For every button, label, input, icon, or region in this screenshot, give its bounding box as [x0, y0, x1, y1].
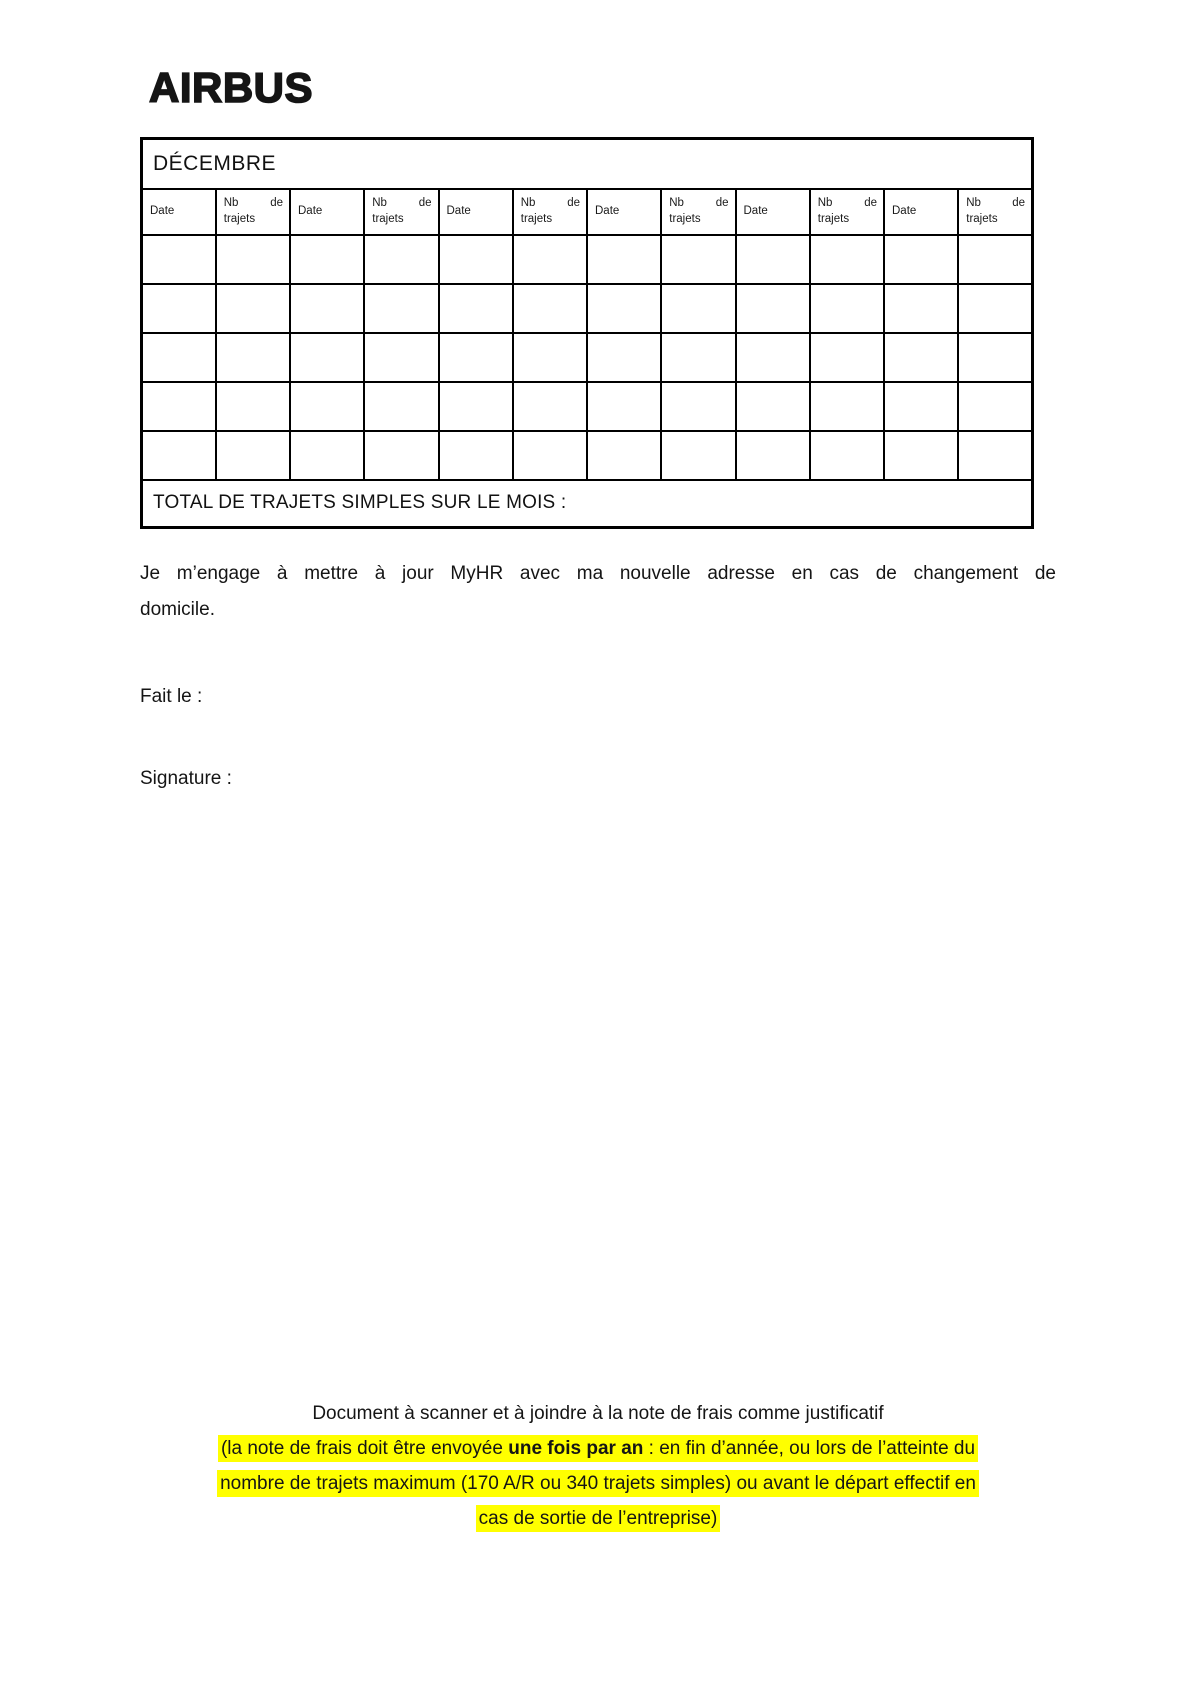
- december-trips-table: DÉCEMBRE Date Nb de trajets Date Nb de t…: [140, 137, 1034, 529]
- table-row: [140, 380, 1034, 432]
- empty-cell: [140, 282, 217, 334]
- highlight-line-1-prefix: (la note de frais doit être envoyée: [220, 1438, 509, 1459]
- table-row: DÉCEMBRE: [140, 137, 1034, 190]
- empty-cell: [363, 429, 440, 481]
- empty-cell: [437, 380, 514, 432]
- engagement-paragraph: Je m’engage à mettre à jour MyHR avec ma…: [140, 556, 1056, 628]
- empty-cell: [511, 380, 589, 432]
- empty-cell: [511, 331, 589, 383]
- empty-cell: [214, 380, 292, 432]
- col-header-date: Date: [882, 187, 960, 236]
- empty-cell: [363, 282, 440, 334]
- empty-cell: [660, 429, 737, 481]
- empty-cell: [882, 429, 960, 481]
- empty-cell: [957, 380, 1034, 432]
- highlight-line-2: nombre de trajets maximum (170 A/R ou 34…: [140, 1466, 1056, 1501]
- empty-cell: [437, 233, 514, 285]
- table-header-row: Date Nb de trajets Date Nb de trajets Da…: [140, 187, 1034, 236]
- highlight-line-1-bold: une fois par an: [508, 1438, 644, 1459]
- empty-cell: [288, 331, 366, 383]
- empty-cell: [288, 233, 366, 285]
- empty-cell: [585, 380, 663, 432]
- empty-cell: [734, 429, 811, 481]
- col-header-date: Date: [734, 187, 811, 236]
- empty-cell: [882, 282, 960, 334]
- empty-cell: [288, 380, 366, 432]
- empty-cell: [585, 331, 663, 383]
- empty-cell: [660, 331, 737, 383]
- empty-cell: [808, 282, 886, 334]
- empty-cell: [511, 429, 589, 481]
- table-total-row: TOTAL DE TRAJETS SIMPLES SUR LE MOIS :: [140, 478, 1034, 529]
- empty-cell: [437, 282, 514, 334]
- col-header-nb-trajets: Nb de trajets: [808, 187, 886, 236]
- empty-cell: [511, 233, 589, 285]
- fait-le-label: Fait le :: [140, 686, 203, 707]
- empty-cell: [363, 380, 440, 432]
- empty-cell: [808, 331, 886, 383]
- empty-cell: [882, 380, 960, 432]
- empty-cell: [808, 429, 886, 481]
- empty-cell: [363, 233, 440, 285]
- empty-cell: [734, 380, 811, 432]
- col-header-date: Date: [288, 187, 366, 236]
- empty-cell: [734, 282, 811, 334]
- empty-cell: [363, 331, 440, 383]
- col-header-date: Date: [140, 187, 217, 236]
- empty-cell: [214, 331, 292, 383]
- total-label: TOTAL DE TRAJETS SIMPLES SUR LE MOIS :: [140, 478, 1034, 529]
- highlight-line-1: (la note de frais doit être envoyée une …: [140, 1431, 1056, 1466]
- col-header-nb-trajets: Nb de trajets: [363, 187, 440, 236]
- signature-label: Signature :: [140, 768, 232, 789]
- empty-cell: [585, 429, 663, 481]
- empty-cell: [734, 331, 811, 383]
- col-header-nb-trajets: Nb de trajets: [660, 187, 737, 236]
- col-header-nb-trajets: Nb de trajets: [511, 187, 589, 236]
- highlight-line-1-suffix: : en fin d’année, ou lors de l’atteinte …: [643, 1438, 976, 1459]
- footer-note: Document à scanner et à joindre à la not…: [140, 1396, 1056, 1536]
- empty-cell: [140, 233, 217, 285]
- empty-cell: [882, 331, 960, 383]
- empty-cell: [957, 233, 1034, 285]
- empty-cell: [585, 282, 663, 334]
- empty-cell: [734, 233, 811, 285]
- scan-note: Document à scanner et à joindre à la not…: [312, 1403, 884, 1424]
- table-row: [140, 429, 1034, 481]
- engagement-line-1: Je m’engage à mettre à jour MyHR avec ma…: [140, 563, 1056, 584]
- empty-cell: [288, 282, 366, 334]
- table-row: [140, 233, 1034, 285]
- col-header-nb-trajets: Nb de trajets: [957, 187, 1034, 236]
- empty-cell: [214, 282, 292, 334]
- table-row: [140, 282, 1034, 334]
- month-title: DÉCEMBRE: [140, 137, 1034, 190]
- empty-cell: [288, 429, 366, 481]
- empty-cell: [140, 331, 217, 383]
- empty-cell: [957, 331, 1034, 383]
- empty-cell: [140, 429, 217, 481]
- empty-cell: [511, 282, 589, 334]
- empty-cell: [585, 233, 663, 285]
- col-header-date: Date: [585, 187, 663, 236]
- empty-cell: [660, 233, 737, 285]
- empty-cell: [660, 380, 737, 432]
- empty-cell: [214, 233, 292, 285]
- engagement-line-2: domicile.: [140, 599, 215, 620]
- empty-cell: [957, 282, 1034, 334]
- airbus-logo: AIRBUS: [148, 63, 314, 112]
- empty-cell: [437, 429, 514, 481]
- empty-cell: [140, 380, 217, 432]
- empty-cell: [957, 429, 1034, 481]
- col-header-date: Date: [437, 187, 514, 236]
- empty-cell: [808, 233, 886, 285]
- empty-cell: [808, 380, 886, 432]
- col-header-nb-trajets: Nb de trajets: [214, 187, 292, 236]
- empty-cell: [882, 233, 960, 285]
- empty-cell: [214, 429, 292, 481]
- empty-cell: [660, 282, 737, 334]
- empty-cell: [437, 331, 514, 383]
- table-row: [140, 331, 1034, 383]
- highlight-line-3: cas de sortie de l’entreprise): [140, 1501, 1056, 1536]
